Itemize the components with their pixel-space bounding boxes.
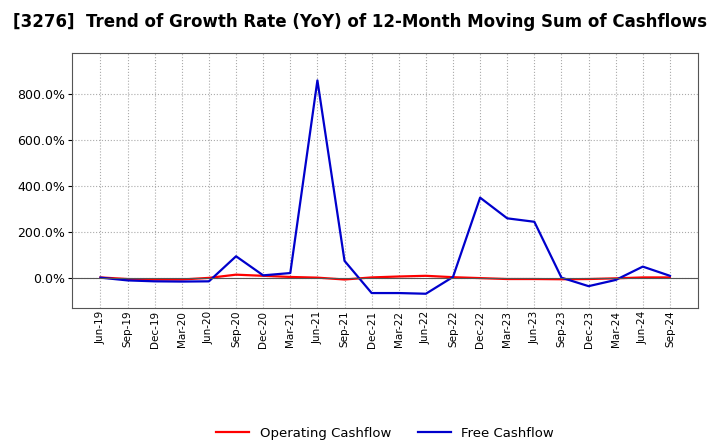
Operating Cashflow xyxy=(557,277,566,282)
Operating Cashflow xyxy=(503,276,511,282)
Free Cashflow xyxy=(313,78,322,83)
Free Cashflow xyxy=(557,275,566,280)
Line: Operating Cashflow: Operating Cashflow xyxy=(101,275,670,279)
Operating Cashflow xyxy=(611,276,620,281)
Free Cashflow xyxy=(367,290,376,296)
Free Cashflow xyxy=(476,195,485,200)
Free Cashflow xyxy=(96,275,105,280)
Operating Cashflow xyxy=(665,275,674,280)
Operating Cashflow xyxy=(232,272,240,277)
Operating Cashflow xyxy=(313,275,322,280)
Operating Cashflow xyxy=(150,277,159,282)
Free Cashflow xyxy=(611,277,620,282)
Operating Cashflow xyxy=(476,275,485,281)
Operating Cashflow xyxy=(123,276,132,282)
Line: Free Cashflow: Free Cashflow xyxy=(101,81,670,294)
Free Cashflow xyxy=(286,271,294,276)
Legend: Operating Cashflow, Free Cashflow: Operating Cashflow, Free Cashflow xyxy=(211,422,559,440)
Operating Cashflow xyxy=(204,275,213,281)
Text: [3276]  Trend of Growth Rate (YoY) of 12-Month Moving Sum of Cashflows: [3276] Trend of Growth Rate (YoY) of 12-… xyxy=(13,13,707,31)
Operating Cashflow xyxy=(178,277,186,282)
Operating Cashflow xyxy=(639,275,647,280)
Free Cashflow xyxy=(123,278,132,283)
Free Cashflow xyxy=(584,283,593,289)
Free Cashflow xyxy=(178,279,186,284)
Operating Cashflow xyxy=(367,275,376,280)
Operating Cashflow xyxy=(341,277,349,282)
Free Cashflow xyxy=(503,216,511,221)
Free Cashflow xyxy=(232,253,240,259)
Operating Cashflow xyxy=(96,275,105,280)
Free Cashflow xyxy=(204,279,213,284)
Operating Cashflow xyxy=(395,274,403,279)
Free Cashflow xyxy=(421,291,430,297)
Operating Cashflow xyxy=(449,275,457,280)
Operating Cashflow xyxy=(421,273,430,279)
Operating Cashflow xyxy=(259,273,268,279)
Free Cashflow xyxy=(530,219,539,224)
Operating Cashflow xyxy=(530,276,539,282)
Free Cashflow xyxy=(341,258,349,264)
Free Cashflow xyxy=(150,279,159,284)
Free Cashflow xyxy=(665,273,674,279)
Operating Cashflow xyxy=(286,274,294,279)
Operating Cashflow xyxy=(584,276,593,282)
Free Cashflow xyxy=(639,264,647,269)
Free Cashflow xyxy=(259,273,268,278)
Free Cashflow xyxy=(449,274,457,279)
Free Cashflow xyxy=(395,290,403,296)
